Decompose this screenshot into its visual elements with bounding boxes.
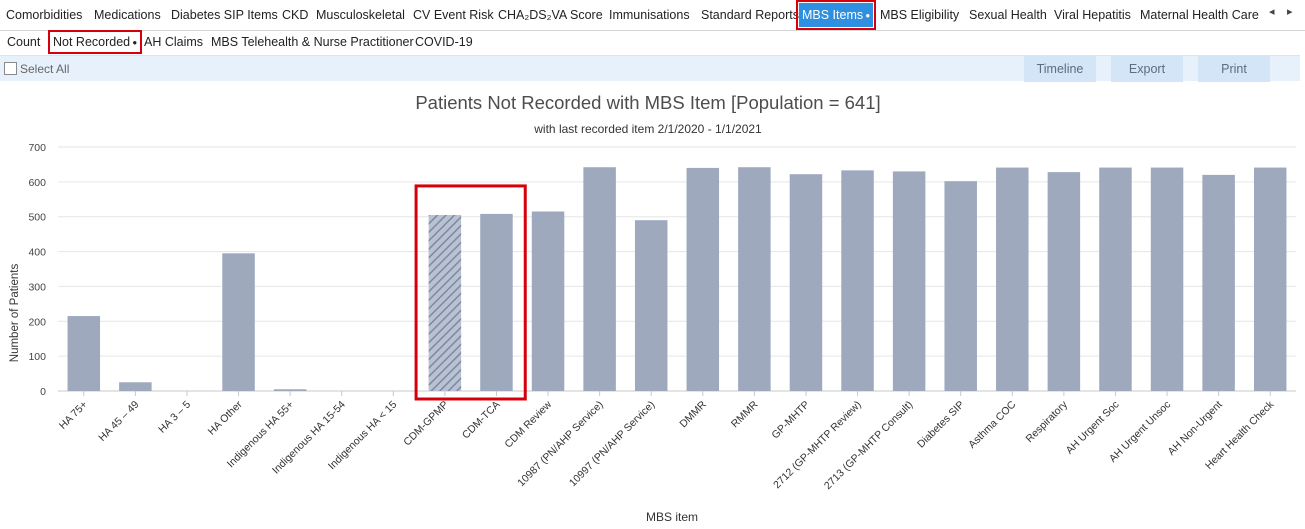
y-tick-label: 0 — [40, 386, 46, 398]
x-tick-label: CDM Review — [502, 398, 554, 450]
tab-viral-hepatitis[interactable]: Viral Hepatitis — [1054, 8, 1131, 22]
y-tick-label: 100 — [28, 351, 46, 363]
bar-10987-pn-ahp-service-[interactable] — [583, 167, 616, 391]
bar-cdm-tca[interactable] — [480, 213, 513, 391]
x-axis-label: MBS item — [646, 510, 698, 524]
tab-sexual-health[interactable]: Sexual Health — [969, 8, 1047, 22]
subtab-mbs-telehealth[interactable]: MBS Telehealth & Nurse Practitioner — [211, 35, 414, 49]
bar-2712-gp-mhtp-review-[interactable] — [841, 170, 874, 391]
report-tab-bar: Comorbidities Medications Diabetes SIP Ite… — [0, 0, 1305, 31]
bar-ha-other[interactable] — [222, 253, 255, 391]
x-tick-label: AH Non-Urgent — [1166, 399, 1225, 458]
subtab-ah-claims[interactable]: AH Claims — [144, 35, 204, 49]
bar-asthma-coc[interactable] — [996, 167, 1029, 391]
subtab-not-recorded[interactable]: Not Recorded — [47, 30, 143, 54]
x-tick-label: CDM-TCA — [460, 399, 503, 442]
tab-musculoskeletal[interactable]: Musculoskeletal — [316, 8, 405, 22]
x-tick-label: Asthma COC — [966, 398, 1019, 451]
x-tick-label: GP-MHTP — [769, 399, 812, 442]
chart-subtitle: with last recorded item 2/1/2020 - 1/1/2… — [533, 122, 762, 136]
scroll-left-icon[interactable]: ◂ — [1269, 6, 1275, 18]
highlight-box — [414, 184, 527, 401]
x-tick-label: CDM-GPMP — [401, 399, 451, 449]
x-tick-label: 2712 (GP-MHTP Review) — [771, 399, 864, 492]
x-tick-label: 10987 (PN/AHP Service) — [515, 399, 605, 489]
x-tick-label: RMMR — [729, 398, 761, 430]
tab-mbs-items[interactable]: MBS Items — [795, 0, 877, 30]
bar-ha-75-[interactable] — [67, 316, 101, 391]
tab-immunisations[interactable]: Immunisations — [609, 8, 690, 22]
y-tick-label: 400 — [28, 247, 46, 259]
tab-cha2ds2va-score[interactable]: CHA₂DS₂VA Score — [498, 8, 603, 22]
select-all-label[interactable]: Select All — [20, 62, 70, 76]
x-axis-ticks: HA 75+ HA 45 – 49 HA 3 – 5 HA OtherIndigeno… — [57, 391, 1277, 492]
y-tick-label: 700 — [28, 142, 46, 154]
x-tick-label: DMMR — [677, 398, 709, 430]
y-axis-ticks: 0 100 200 300 400 500 600 700 — [28, 142, 46, 398]
bar-diabetes-sip[interactable] — [944, 181, 977, 391]
tab-cv-event-risk[interactable]: CV Event Risk — [413, 8, 494, 22]
bar-dmmr[interactable] — [686, 167, 720, 391]
x-tick-label: 10997 (PN/AHP Service) — [567, 399, 657, 489]
y-tick-label: 600 — [28, 177, 46, 189]
x-tick-label: HA 45 – 49 — [96, 399, 141, 444]
scroll-right-icon[interactable]: ▸ — [1287, 6, 1293, 18]
y-axis-label: Number of Patients — [9, 264, 21, 363]
x-tick-label: HA Other — [206, 398, 245, 437]
sub-tab-bar: Count Not RecordedAH Claims MBS Telehealth… — [0, 30, 1305, 54]
x-tick-label: Diabetes SIP — [915, 399, 967, 451]
export-button[interactable]: Export — [1111, 56, 1183, 82]
x-tick-label: AH Urgent Soc — [1064, 399, 1122, 457]
bar-rmmr[interactable] — [738, 167, 771, 391]
tab-comorbidities[interactable]: Comorbidities — [6, 8, 83, 22]
y-tick-label: 300 — [28, 281, 46, 293]
bar-10997-pn-ahp-service-[interactable] — [634, 220, 668, 391]
select-all-checkbox[interactable] — [4, 62, 17, 75]
bar-2713-gp-mhtp-consult-[interactable] — [892, 171, 926, 391]
x-tick-label: 2713 (GP-MHTP Consult) — [822, 399, 915, 492]
tab-ckd[interactable]: CKD — [282, 8, 309, 22]
grid — [58, 146, 1296, 392]
tab-medications[interactable]: Medications — [94, 8, 161, 22]
tab-standard-reports[interactable]: Standard Reports — [701, 8, 799, 22]
subtab-covid-19[interactable]: COVID-19 — [415, 35, 473, 49]
bar-ah-urgent-soc[interactable] — [1099, 167, 1132, 391]
x-tick-label: Respiratory — [1024, 398, 1071, 445]
bar-cdm-review[interactable] — [531, 211, 565, 391]
bar-heart-health-check[interactable] — [1253, 167, 1287, 391]
bar-chart: Patients Not Recorded with MBS Item [Pop… — [9, 92, 1296, 524]
tab-mbs-eligibility[interactable]: MBS Eligibility — [880, 8, 960, 22]
bar-indigenous-ha-55-[interactable] — [273, 389, 307, 391]
bar-ah-non-urgent[interactable] — [1202, 174, 1235, 391]
bar-gp-mhtp[interactable] — [789, 174, 823, 391]
y-tick-label: 500 — [28, 212, 46, 224]
toolbar: Select All Timeline Export Print — [0, 55, 1300, 82]
bar-ha-45-49[interactable] — [119, 382, 152, 391]
tab-maternal-health-care[interactable]: Maternal Health Care — [1140, 8, 1259, 22]
chart-title: Patients Not Recorded with MBS Item [Pop… — [415, 92, 880, 113]
bar-ah-urgent-unsoc[interactable] — [1150, 167, 1184, 391]
tab-diabetes-sip-items[interactable]: Diabetes SIP Items — [171, 8, 278, 22]
x-tick-label: HA 3 – 5 — [156, 399, 193, 436]
print-button[interactable]: Print — [1198, 56, 1270, 82]
highlight-overlay — [414, 184, 527, 401]
y-tick-label: 200 — [28, 316, 46, 328]
subtab-count[interactable]: Count — [7, 35, 41, 49]
bars — [67, 167, 1287, 391]
bar-respiratory[interactable] — [1047, 172, 1081, 391]
bar-cdm-gpmp[interactable] — [428, 214, 462, 391]
timeline-button[interactable]: Timeline — [1024, 56, 1096, 82]
x-tick-label: HA 75+ — [57, 399, 90, 432]
